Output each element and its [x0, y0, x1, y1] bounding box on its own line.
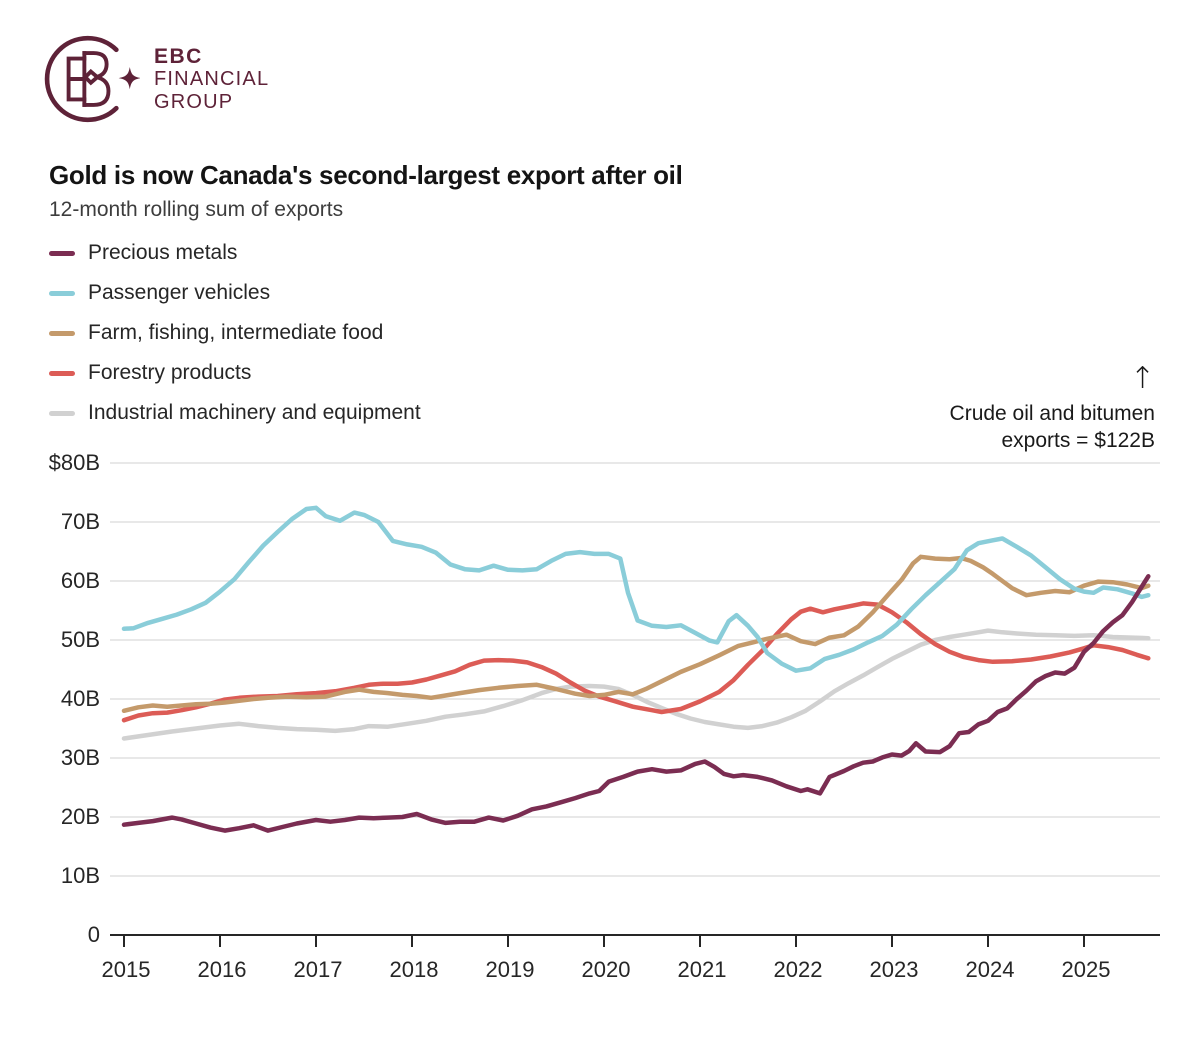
page-subtitle: 12-month rolling sum of exports	[49, 198, 344, 221]
x-axis-label: 2024	[966, 957, 1015, 982]
annotation-line-2: exports = $122B	[1001, 429, 1155, 452]
legend-item: Farm, fishing, intermediate food	[49, 313, 421, 353]
y-axis-label: $80B	[49, 450, 100, 475]
legend-label: Passenger vehicles	[88, 281, 271, 304]
x-axis-label: 2015	[102, 957, 151, 982]
brand-name: EBC FINANCIAL GROUP	[154, 45, 269, 114]
x-axis-label: 2016	[198, 957, 247, 982]
brand-logo: EBC FINANCIAL GROUP	[38, 28, 269, 130]
series-line-precious-metals	[121, 574, 1151, 833]
y-axis-label: 60B	[61, 568, 100, 593]
annotation-line-1: Crude oil and bitumen	[949, 402, 1155, 425]
crude-oil-annotation: ↑ Crude oil and bitumen exports = $122B	[950, 364, 1155, 454]
legend-swatch	[49, 290, 75, 296]
x-axis-label: 2023	[870, 957, 919, 982]
up-arrow-icon: ↑	[1129, 361, 1155, 396]
y-axis-label: 10B	[61, 863, 100, 888]
series-line-farm-fishing-intermediate-food	[121, 554, 1151, 714]
x-axis-label: 2017	[294, 957, 343, 982]
page-title: Gold is now Canada's second-largest expo…	[49, 160, 683, 190]
x-axis-label: 2020	[582, 957, 631, 982]
sparkle-icon	[118, 66, 140, 90]
x-axis-label: 2019	[486, 957, 535, 982]
chart-legend: Precious metals Passenger vehicles Farm, f…	[49, 233, 421, 433]
legend-item: Precious metals	[49, 233, 421, 273]
legend-label: Forestry products	[88, 361, 252, 384]
y-axis-label: 0	[88, 922, 100, 947]
brand-line-2: FINANCIAL	[154, 67, 270, 90]
ebc-logo-icon	[44, 35, 140, 123]
y-axis-label: 20B	[61, 804, 100, 829]
legend-swatch	[49, 250, 75, 256]
legend-label: Farm, fishing, intermediate food	[88, 321, 384, 344]
legend-label: Precious metals	[88, 241, 238, 264]
x-axis-label: 2025	[1062, 957, 1111, 982]
y-axis-label: 30B	[61, 745, 100, 770]
x-axis-label: 2021	[678, 957, 727, 982]
series-line-forestry-products	[121, 601, 1151, 723]
y-axis-label: 40B	[61, 686, 100, 711]
legend-swatch	[49, 330, 75, 336]
x-axis-label: 2018	[390, 957, 439, 982]
x-axis-label: 2022	[774, 957, 823, 982]
legend-swatch	[49, 370, 75, 376]
legend-label: Industrial machinery and equipment	[88, 401, 421, 424]
legend-item: Forestry products	[49, 353, 421, 393]
y-axis-label: 70B	[61, 509, 100, 534]
series-line-passenger-vehicles	[121, 505, 1151, 673]
series-line-industrial-machinery-and-equipment	[121, 628, 1151, 741]
brand-line-3: GROUP	[154, 90, 234, 113]
y-axis-label: 50B	[61, 627, 100, 652]
legend-item: Industrial machinery and equipment	[49, 393, 421, 433]
legend-swatch	[49, 410, 75, 416]
brand-line-1: EBC	[154, 44, 203, 68]
legend-item: Passenger vehicles	[49, 273, 421, 313]
